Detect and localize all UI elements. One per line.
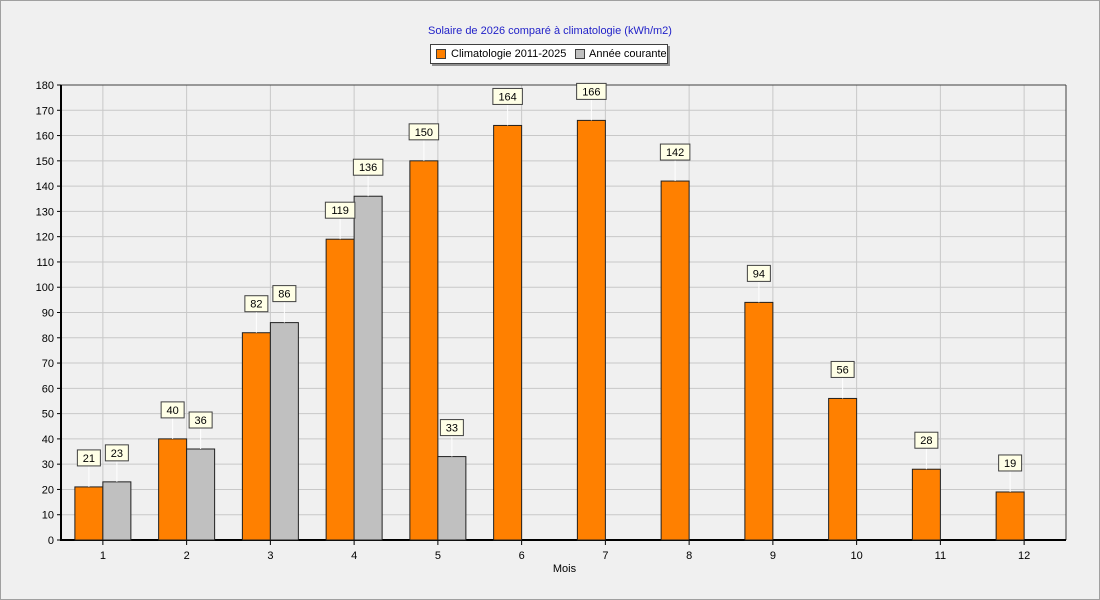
- data-label: 28: [920, 435, 932, 447]
- data-label-box: [492, 87, 523, 105]
- data-label: 33: [446, 423, 458, 435]
- legend-label-climatologie: Climatologie 2011-2025: [451, 48, 567, 60]
- x-tick-label: 12: [1018, 550, 1030, 562]
- data-label: 36: [195, 415, 207, 427]
- bar-climatologie: [911, 468, 941, 541]
- bar-climatologie: [409, 160, 439, 541]
- x-tick-label: 6: [519, 550, 525, 562]
- bar-climatologie: [744, 301, 774, 541]
- data-label: 142: [666, 147, 684, 159]
- y-tick-label: 180: [36, 80, 54, 92]
- legend-swatch-annee-courante: [575, 49, 585, 59]
- data-label: 40: [167, 405, 179, 417]
- data-label-box: [160, 401, 185, 419]
- data-label: 164: [498, 91, 516, 103]
- y-tick-label: 140: [36, 181, 54, 193]
- data-label: 21: [83, 453, 95, 465]
- bar-climatologie: [325, 238, 355, 541]
- data-label: 56: [837, 364, 849, 376]
- data-label-box: [408, 123, 440, 141]
- x-tick-label: 11: [935, 550, 946, 562]
- bar-annee-courante: [437, 456, 467, 541]
- y-tick-label: 40: [42, 434, 54, 446]
- y-tick-label: 160: [36, 131, 54, 143]
- data-label-box: [659, 143, 691, 161]
- data-label-box: [914, 431, 939, 449]
- bar-climatologie: [660, 180, 690, 541]
- data-label: 166: [582, 86, 600, 98]
- x-tick-label: 9: [770, 550, 776, 562]
- data-label: 82: [250, 299, 262, 311]
- data-label: 23: [111, 448, 123, 460]
- y-tick-label: 0: [48, 535, 54, 547]
- chart-legend: Climatologie 2011-2025 Année courante: [430, 44, 668, 64]
- y-tick-label: 60: [42, 383, 54, 395]
- x-tick-label: 2: [184, 550, 190, 562]
- x-tick-label: 4: [351, 550, 357, 562]
- data-label: 119: [331, 205, 349, 217]
- legend-swatch-climatologie: [436, 49, 446, 59]
- y-tick-label: 70: [42, 358, 54, 370]
- y-tick-label: 90: [42, 308, 54, 320]
- bar-annee-courante: [102, 481, 132, 541]
- data-label: 150: [415, 127, 433, 139]
- x-tick-label: 1: [100, 550, 106, 562]
- y-tick-label: 120: [36, 232, 54, 244]
- y-tick-label: 10: [42, 510, 54, 522]
- data-label-box: [998, 454, 1023, 472]
- bar-annee-courante: [269, 322, 299, 541]
- y-tick-label: 80: [42, 333, 54, 345]
- y-tick-label: 110: [36, 257, 54, 269]
- data-label-box: [439, 419, 464, 437]
- x-tick-label: 3: [267, 550, 273, 562]
- bar-climatologie: [74, 486, 104, 541]
- bar-climatologie: [241, 332, 271, 541]
- data-label-box: [104, 444, 129, 462]
- bar-climatologie: [995, 491, 1025, 541]
- chart-title: Solaire de 2026 comparé à climatologie (…: [428, 25, 672, 37]
- data-label-box: [244, 295, 269, 313]
- y-tick-label: 100: [36, 282, 54, 294]
- data-label-box: [830, 360, 855, 378]
- data-label-box: [188, 411, 213, 429]
- legend-label-annee-courante: Année courante: [589, 48, 667, 60]
- x-axis-title: Mois: [553, 563, 577, 575]
- data-label: 136: [359, 162, 377, 174]
- data-label-box: [272, 285, 297, 303]
- bar-annee-courante: [353, 195, 383, 541]
- y-tick-label: 20: [42, 484, 54, 496]
- y-tick-label: 150: [36, 156, 54, 168]
- y-tick-label: 30: [42, 459, 54, 471]
- y-tick-label: 50: [42, 409, 54, 421]
- data-label: 19: [1004, 458, 1016, 470]
- data-label: 94: [753, 268, 765, 280]
- data-label-box: [746, 264, 771, 282]
- x-tick-label: 10: [851, 550, 863, 562]
- data-label-box: [324, 201, 356, 219]
- bar-climatologie: [828, 397, 858, 541]
- data-label: 86: [278, 289, 290, 301]
- y-tick-label: 130: [36, 206, 54, 218]
- bar-climatologie: [158, 438, 188, 541]
- bar-climatologie: [576, 119, 606, 541]
- bar-annee-courante: [186, 448, 216, 541]
- data-label-box: [76, 449, 101, 467]
- x-tick-label: 5: [435, 550, 441, 562]
- data-label-box: [352, 158, 384, 176]
- bar-climatologie: [493, 124, 523, 541]
- x-tick-label: 7: [602, 550, 608, 562]
- y-tick-label: 170: [36, 105, 54, 117]
- data-label-box: [576, 82, 607, 100]
- x-tick-label: 8: [686, 550, 692, 562]
